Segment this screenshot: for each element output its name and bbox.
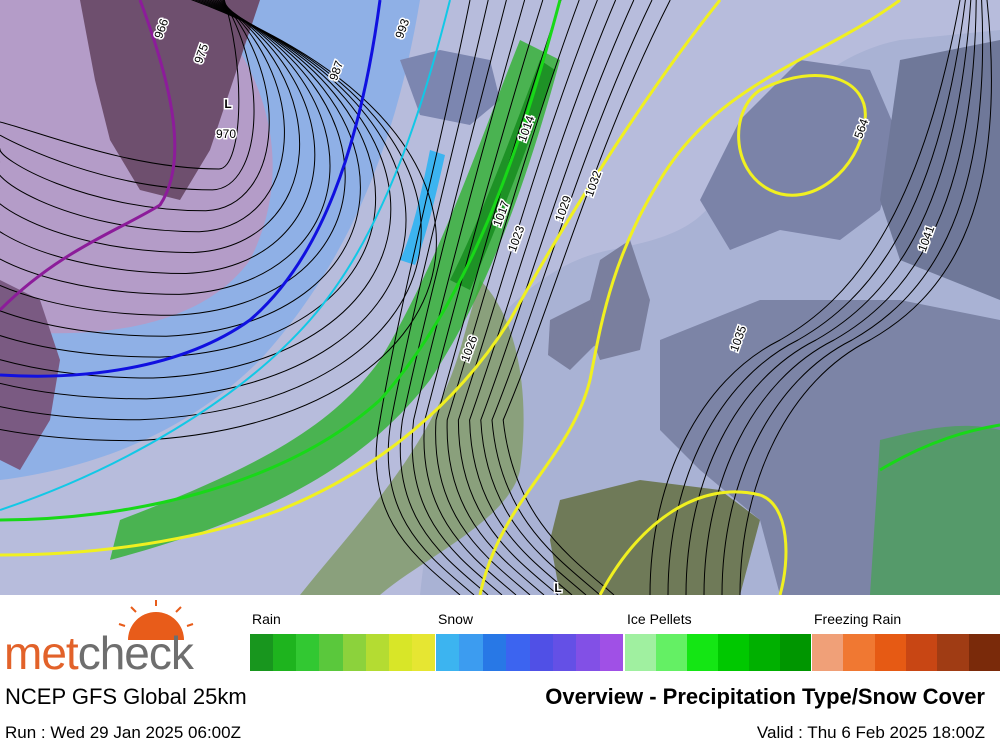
- legend-label: Ice Pellets: [627, 611, 692, 627]
- isobar: [491, 0, 653, 595]
- isobar: [446, 0, 580, 595]
- legend-swatch: [365, 634, 389, 671]
- legend-swatch: [342, 634, 366, 671]
- scandinavia: [700, 60, 900, 250]
- logo-check: check: [77, 627, 194, 679]
- isobar: [703, 0, 977, 595]
- thickness-line: [0, 0, 722, 557]
- thickness-line: [0, 0, 562, 522]
- legend-swatch: [749, 634, 780, 671]
- isobar: [0, 0, 285, 233]
- isobar: [480, 0, 635, 595]
- frontal-cloud: [300, 280, 524, 595]
- isobar: [0, 0, 361, 337]
- legend-swatch: [656, 634, 687, 671]
- valid-time: Valid : Thu 6 Feb 2025 18:00Z: [756, 723, 985, 742]
- isobar: [649, 0, 961, 595]
- thickness-line: [0, 0, 177, 312]
- sun: [128, 612, 184, 640]
- thickness-line: [0, 0, 451, 511]
- legend-swatch: [937, 634, 969, 671]
- thickness-line: [598, 490, 788, 595]
- isobar: [0, 0, 316, 275]
- isobar: [0, 0, 437, 442]
- model-name: NCEP GFS Global 25km: [5, 684, 247, 709]
- isobar: [0, 0, 422, 421]
- logo-met: met: [4, 627, 79, 679]
- legend-swatch: [968, 634, 1000, 671]
- isobar: [721, 0, 984, 595]
- isobar: [387, 0, 489, 595]
- logo-sun: [118, 600, 194, 640]
- isobar: [0, 0, 346, 316]
- isobar: [423, 0, 544, 595]
- legend-swatch: [599, 634, 623, 671]
- legend-swatch: [718, 634, 749, 671]
- thickness-line: [737, 74, 867, 197]
- isobar-label: L: [224, 97, 231, 111]
- legend-label: Freezing Rain: [814, 611, 902, 627]
- snow-band: [400, 150, 445, 265]
- isobar-label: L: [554, 581, 561, 595]
- legend-swatch: [506, 634, 530, 671]
- legend-swatch: [843, 634, 875, 671]
- chart-title: Overview - Precipitation Type/Snow Cover: [545, 684, 985, 709]
- isobar: [411, 0, 526, 595]
- legend-swatch: [812, 634, 844, 671]
- legend-swatch: [411, 634, 435, 671]
- legend-label: Rain: [252, 611, 281, 627]
- run-time: Run : Wed 29 Jan 2025 06:00Z: [5, 723, 241, 742]
- legend-swatch: [273, 634, 297, 671]
- legend-swatch: [874, 634, 906, 671]
- thickness-line: [879, 423, 1000, 472]
- isobar: [0, 0, 255, 191]
- legend-swatch: [388, 634, 412, 671]
- legend-label: Snow: [438, 611, 474, 627]
- rain-area-east: [870, 425, 1000, 595]
- isobar: [0, 0, 270, 212]
- isobars: [0, 0, 992, 595]
- isobar: [685, 0, 972, 595]
- legend-swatch: [780, 634, 811, 671]
- legend-swatch: [459, 634, 483, 671]
- isobar: [435, 0, 562, 595]
- legend-swatch: [625, 634, 656, 671]
- iceland: [400, 50, 500, 125]
- rain-band-heavy: [450, 60, 555, 290]
- legend-swatch: [436, 634, 460, 671]
- isobar: [0, 0, 240, 170]
- thickness-line: [0, 0, 382, 378]
- isobar: [0, 0, 301, 254]
- isobar: [0, 0, 407, 400]
- legend-swatch: [529, 634, 553, 671]
- legend-swatch: [482, 634, 507, 671]
- legend-swatch: [687, 634, 718, 671]
- logo: metcheck: [4, 626, 194, 680]
- isobar: [469, 0, 617, 595]
- russia: [880, 40, 1000, 300]
- isobar: [667, 0, 966, 595]
- legend-swatch: [906, 634, 938, 671]
- legend-swatch: [552, 634, 577, 671]
- sun-rays: [118, 600, 194, 627]
- legend-swatch: [319, 634, 343, 671]
- isobar: [457, 0, 598, 595]
- weather-map: L970993987975966101410171023102610291032…: [0, 0, 1000, 595]
- isobar: [0, 0, 392, 379]
- thickness-line: [478, 0, 901, 595]
- isobar: [0, 0, 331, 295]
- legend-swatch: [576, 634, 600, 671]
- isobar: [0, 0, 376, 358]
- legend-swatch: [250, 634, 274, 671]
- isobar: [502, 0, 671, 595]
- legend-swatch: [296, 634, 320, 671]
- ireland: [548, 300, 600, 370]
- isobar: [739, 0, 992, 595]
- iberia: [550, 480, 760, 595]
- isobar: [399, 0, 507, 595]
- isobar-label: 970: [216, 127, 236, 141]
